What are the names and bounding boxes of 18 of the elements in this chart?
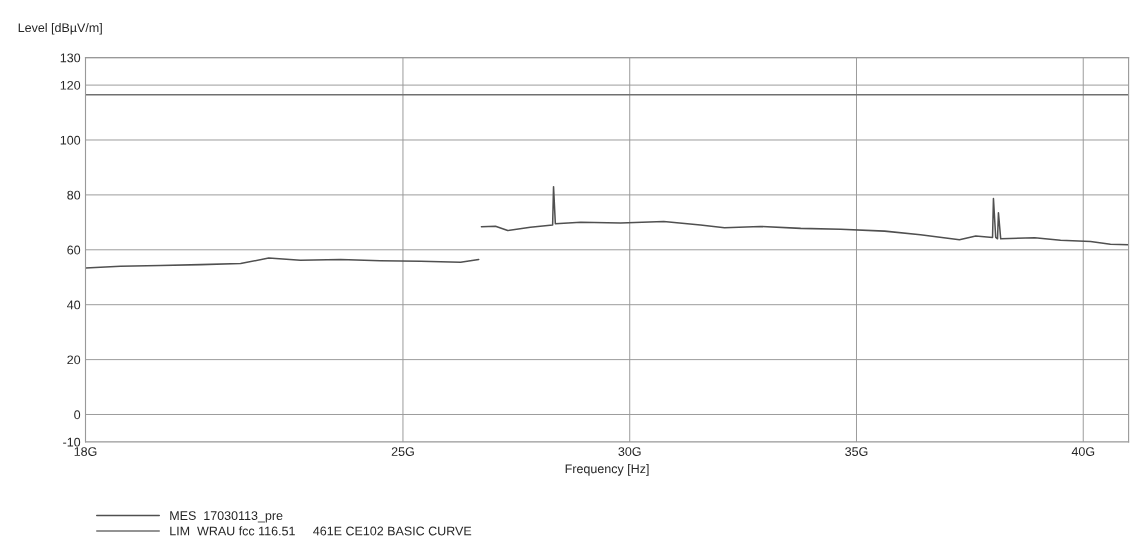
y-tick-label: 130 bbox=[60, 53, 81, 63]
y-tick-label: 40 bbox=[67, 300, 81, 310]
x-tick-label: 30G bbox=[618, 447, 641, 456]
y-axis-title: Level [dBµV/m] bbox=[18, 22, 102, 35]
x-tick-label: 18G bbox=[74, 447, 97, 456]
x-tick-label: 35G bbox=[845, 447, 868, 456]
y-tick-label: -10 bbox=[63, 437, 81, 447]
y-tick-label: 80 bbox=[67, 190, 81, 200]
x-axis-title: Frequency [Hz] bbox=[565, 464, 649, 476]
x-tick-label: 25G bbox=[391, 447, 414, 456]
y-tick-label: 100 bbox=[60, 135, 81, 145]
y-tick-label: 120 bbox=[60, 80, 81, 90]
x-tick-label: 40G bbox=[1071, 447, 1095, 456]
y-tick-label: 20 bbox=[67, 355, 81, 365]
legend-label: LIM WRAU fcc 116.51 461E CE102 BASIC CURVE bbox=[170, 526, 472, 536]
y-tick-label: 60 bbox=[67, 245, 81, 255]
y-tick-label: 0 bbox=[74, 410, 81, 420]
legend-label: MES 17030113_pre bbox=[170, 511, 283, 523]
